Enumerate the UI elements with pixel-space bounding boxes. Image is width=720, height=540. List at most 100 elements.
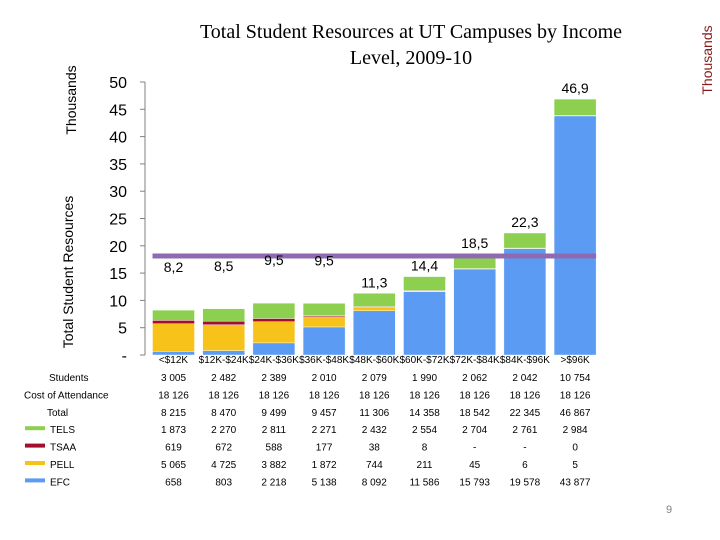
- y-tick-label: 10: [109, 293, 127, 310]
- x-category-label: <$12K: [159, 355, 189, 366]
- table-cell-efc: 5 138: [312, 477, 337, 488]
- bar-segment-efc: [252, 342, 296, 356]
- bar-segment-efc: [453, 268, 496, 356]
- table-cell-total: 9 499: [261, 408, 286, 419]
- bar-segment-pell: [202, 324, 245, 351]
- table-cell-total: 46 867: [560, 408, 591, 419]
- chart-title: Total Student Resources at UT Campuses b…: [200, 21, 622, 69]
- table-cell-efc: 19 578: [510, 477, 541, 488]
- table-cell-efc: 658: [165, 477, 182, 488]
- y-tick-label: 5: [118, 321, 127, 338]
- table-cell-tsaa: 619: [165, 443, 182, 454]
- table-cell-tels: 1 873: [161, 425, 186, 436]
- x-category-label: $60K-$72K: [399, 355, 449, 366]
- table-cell-total: 22 345: [510, 408, 541, 419]
- table-cell-total: 18 542: [459, 408, 490, 419]
- table-cell-tsaa: -: [523, 443, 526, 454]
- row-label-students: Students: [49, 373, 88, 384]
- total-data-label: 8,2: [164, 259, 184, 275]
- bar-segment-efc: [353, 310, 396, 356]
- legend-swatch-efc: [25, 478, 45, 483]
- bar-segment-pell: [252, 321, 296, 344]
- bar-segment-efc: [503, 247, 547, 356]
- table-cell-students: 2 389: [261, 373, 286, 384]
- table-cell-efc: 8 092: [362, 477, 387, 488]
- table-cell-cost-of-attendance: 18 126: [409, 390, 440, 401]
- units-label-left: Thousands: [63, 65, 79, 134]
- bar-segment-tels: [252, 302, 296, 319]
- row-label-cost-of-attendance: Cost of Attendance: [24, 390, 109, 401]
- y-tick-label: 40: [109, 130, 127, 147]
- data-table: <$12K $12K-$24K $24K-$36K $36K-$48K $48K-$60…: [24, 355, 591, 488]
- legend-swatch-pell: [25, 461, 45, 465]
- total-data-label: 9,5: [264, 252, 284, 268]
- y-tick-label: 25: [109, 212, 127, 229]
- y-axis-title: Total Student Resources: [60, 196, 76, 349]
- table-cell-students: 2 079: [362, 373, 387, 384]
- table-cell-tsaa: 0: [572, 443, 578, 454]
- table-cell-cost-of-attendance: 18 126: [259, 390, 290, 401]
- row-label-efc: EFC: [50, 477, 70, 488]
- data-labels: 8,2 8,5 9,5 9,5 11,3 14,4 18,5 22,3 46,9: [164, 80, 589, 290]
- y-tick-label: 15: [109, 266, 127, 283]
- table-cell-tels: 2 761: [512, 425, 537, 436]
- table-cell-students: 3 005: [161, 373, 186, 384]
- table-cell-pell: 5 065: [161, 460, 186, 471]
- table-cell-students: 2 042: [512, 373, 537, 384]
- table-cell-total: 9 457: [312, 408, 337, 419]
- row-label-tels: TELS: [50, 425, 75, 436]
- table-cell-students: 2 010: [312, 373, 337, 384]
- table-cell-cost-of-attendance: 18 126: [158, 390, 189, 401]
- total-data-label: 18,5: [461, 235, 488, 251]
- table-cell-cost-of-attendance: 18 126: [309, 390, 340, 401]
- table-cell-pell: 1 872: [312, 460, 337, 471]
- y-axis: 50 45 40 35 30 25 20 15 10 5 -: [109, 75, 146, 365]
- table-cell-efc: 11 586: [410, 477, 440, 488]
- bar-segment-tsaa: [202, 320, 245, 326]
- row-label-pell: PELL: [50, 460, 75, 471]
- y-tick-label: 45: [109, 102, 127, 119]
- row-label-total: Total: [47, 408, 68, 419]
- table-cell-efc: 2 218: [261, 477, 286, 488]
- table-cell-tsaa: 177: [316, 443, 333, 454]
- table-cell-pell: 45: [469, 460, 481, 471]
- chart-title-line-1: Total Student Resources at UT Campuses b…: [200, 21, 622, 43]
- table-cell-total: 11 306: [359, 408, 389, 419]
- legend-swatch-tels: [25, 426, 45, 431]
- x-category-label: $72K-$84K: [450, 355, 500, 366]
- row-label-tsaa: TSAA: [50, 443, 76, 454]
- total-data-label: 11,3: [361, 274, 387, 290]
- table-cell-tels: 2 704: [462, 425, 487, 436]
- bar-segment-tels: [353, 293, 396, 307]
- table-cell-pell: 744: [366, 460, 383, 471]
- units-label-right: Thousands: [699, 25, 715, 94]
- chart-title-line-2: Level, 2009-10: [350, 47, 472, 69]
- bar-segment-pell: [152, 323, 195, 352]
- x-category-label: $24K-$36K: [249, 355, 299, 366]
- bar-segment-efc: [403, 291, 446, 356]
- table-cell-cost-of-attendance: 18 126: [208, 390, 239, 401]
- table-cell-pell: 4 725: [211, 460, 236, 471]
- bar-segment-tels: [152, 309, 195, 321]
- table-cell-cost-of-attendance: 18 126: [510, 390, 541, 401]
- table-cell-tels: 2 984: [563, 425, 588, 436]
- table-cell-total: 8 215: [161, 408, 186, 419]
- table-cell-efc: 15 793: [459, 477, 490, 488]
- table-cell-pell: 6: [522, 460, 528, 471]
- table-cell-efc: 803: [215, 477, 232, 488]
- table-cell-pell: 5: [572, 460, 578, 471]
- total-data-label: 46,9: [561, 80, 588, 96]
- legend-swatch-tsaa: [25, 443, 45, 448]
- table-cell-total: 14 358: [409, 408, 440, 419]
- table-cell-tels: 2 270: [211, 425, 236, 436]
- page-number: 9: [666, 504, 673, 516]
- table-cell-tsaa: 38: [369, 443, 381, 454]
- table-cell-tsaa: -: [473, 443, 476, 454]
- y-tick-label: -: [122, 348, 127, 365]
- x-category-label: $36K-$48K: [299, 355, 349, 366]
- bar-segment-tsaa: [252, 318, 296, 322]
- table-cell-students: 1 990: [412, 373, 437, 384]
- table-cell-total: 8 470: [211, 408, 236, 419]
- x-category-label: $48K-$60K: [349, 355, 399, 366]
- total-data-label: 14,4: [411, 258, 438, 274]
